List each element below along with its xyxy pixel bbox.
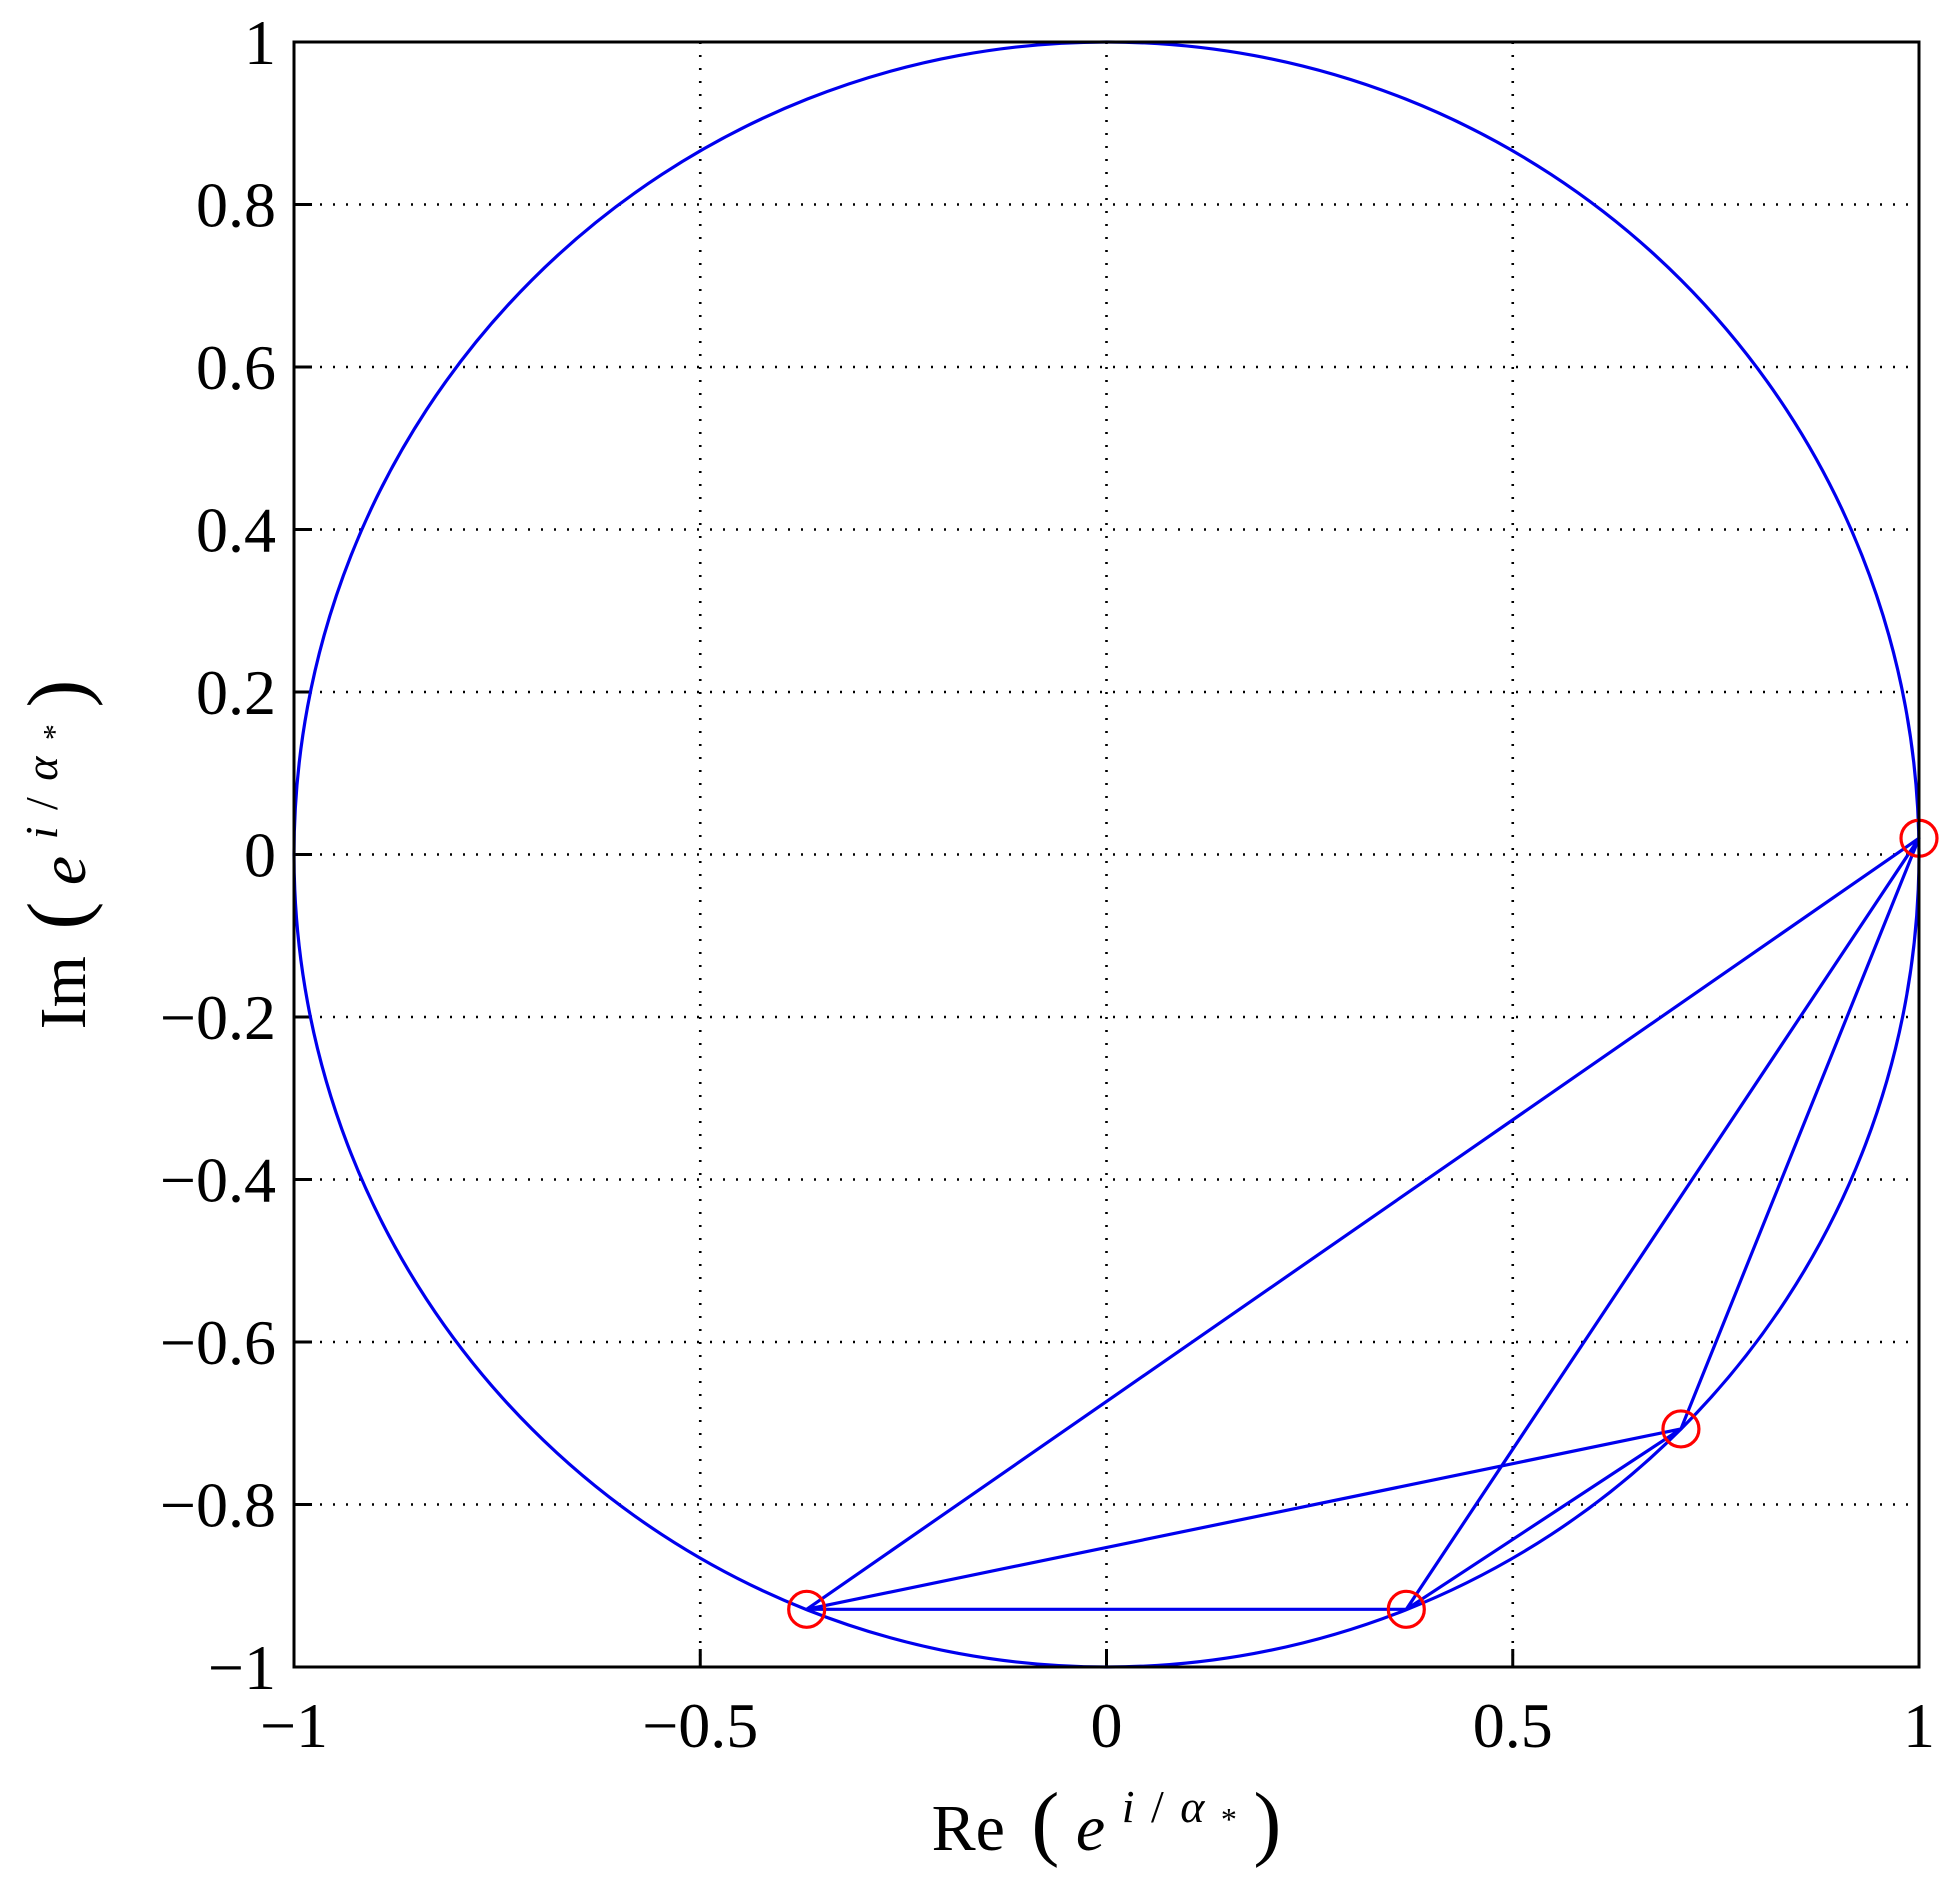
x-tick-label: −1 bbox=[260, 1690, 328, 1761]
y-axis-label-close-paren: ) bbox=[11, 680, 104, 708]
point-marker bbox=[1386, 1589, 1426, 1629]
y-tick-label: −1 bbox=[208, 1632, 276, 1703]
y-tick-label: 0.6 bbox=[196, 332, 276, 403]
y-axis-label-base: e bbox=[27, 856, 100, 885]
x-tick-label: 0 bbox=[1091, 1690, 1123, 1761]
y-tick-label: 0 bbox=[244, 820, 276, 891]
y-tick-label: 0.8 bbox=[196, 170, 276, 241]
y-tick-label: 0.4 bbox=[196, 495, 276, 566]
x-axis-label-exp-slash: / bbox=[1151, 1781, 1164, 1832]
y-tick-label: 1 bbox=[244, 7, 276, 78]
x-axis-label-exp-alpha: α bbox=[1180, 1781, 1205, 1832]
y-tick-label: −0.2 bbox=[160, 982, 276, 1053]
connecting-path bbox=[805, 836, 1921, 1611]
x-tick-label: 1 bbox=[1903, 1690, 1935, 1761]
axes-frame bbox=[292, 40, 1921, 1669]
x-tick-label: 0.5 bbox=[1473, 1690, 1553, 1761]
y-axis-label-open-paren: ( bbox=[11, 902, 104, 930]
x-axis-label-prefix: Re bbox=[932, 1792, 1005, 1865]
x-tick-label: −0.5 bbox=[642, 1690, 758, 1761]
y-tick-label: −0.8 bbox=[160, 1470, 276, 1541]
x-axis-label-base: e bbox=[1076, 1792, 1105, 1865]
y-tick-label: 0.2 bbox=[196, 657, 276, 728]
y-axis-label-exp-sub: * bbox=[36, 724, 72, 740]
x-axis-label-close-paren: ) bbox=[1253, 1776, 1281, 1869]
point-marker bbox=[787, 1589, 827, 1629]
point-marker bbox=[1661, 1409, 1701, 1449]
y-axis-label-prefix: Im bbox=[27, 956, 100, 1029]
x-axis-label-open-paren: ( bbox=[1031, 1776, 1059, 1869]
y-axis-label: Im ( e i / α * ) bbox=[0, 680, 104, 1030]
y-axis-label-exp-i: i bbox=[16, 827, 67, 840]
tick-labels: −1 −0.5 0 0.5 1 1 0.8 0.6 0.4 0.2 0 −0.2 −0.4 −0.6 −0.… bbox=[160, 7, 1935, 1761]
y-tick-label: −0.4 bbox=[160, 1145, 276, 1216]
x-axis-label-exp-i: i bbox=[1122, 1781, 1135, 1832]
y-tick-label: −0.6 bbox=[160, 1307, 276, 1378]
y-axis-label-exp-alpha: α bbox=[16, 756, 67, 781]
y-axis-label-exp-slash: / bbox=[16, 797, 67, 810]
x-axis-label: Re ( e i / α * ) bbox=[932, 1764, 1282, 1869]
x-axis-label-exp-sub: * bbox=[1221, 1801, 1237, 1837]
